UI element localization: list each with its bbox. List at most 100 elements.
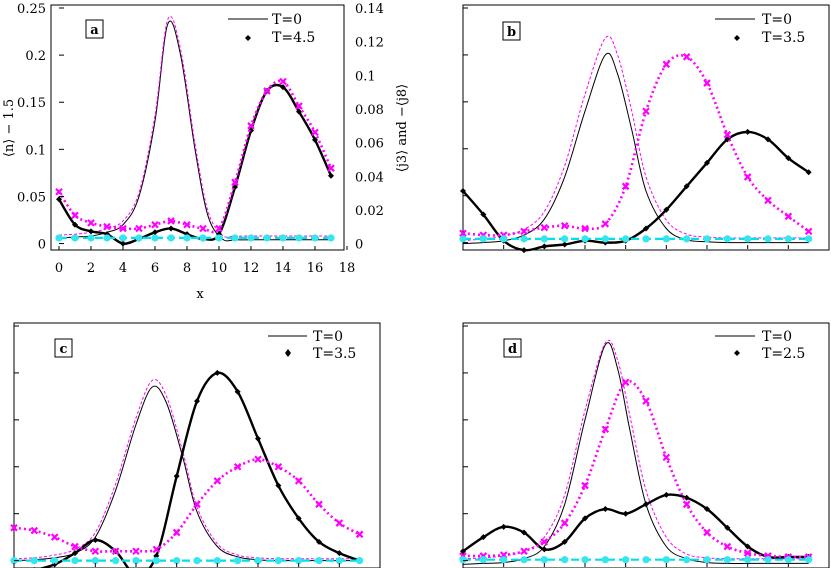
panel-b-series-4-point-15 xyxy=(764,235,772,243)
panel-b-series-3-point-13 xyxy=(723,130,732,139)
panel-c-series-4-point-1 xyxy=(30,557,38,565)
panel-c-series-4-point-3 xyxy=(71,557,79,565)
panel-c-series-3-point-10 xyxy=(213,477,222,485)
panel-b-series-3 xyxy=(462,54,810,237)
y-tick-label-right: 0.14 xyxy=(355,2,384,17)
panel-d-series-3-point-13 xyxy=(723,542,732,551)
panel-c: c T=0 T=3.5 xyxy=(10,322,381,568)
panel-b-series-4-point-5 xyxy=(561,235,569,243)
panel-a-series-4-point-16 xyxy=(311,234,319,242)
panel-c-label-box xyxy=(54,338,73,358)
panel-c-series-4-point-0 xyxy=(10,557,18,565)
panel-c-series-4-point-12 xyxy=(254,557,262,565)
panel-d-series-4-point-15 xyxy=(764,556,772,564)
panel-a-series-3-point-0 xyxy=(55,187,63,196)
panel-d-series-3-point-6 xyxy=(581,481,589,490)
panel-b-series-4-point-9 xyxy=(642,235,650,243)
y-axis-label-right: ⟨j3⟩ and −⟨j8⟩ xyxy=(395,84,410,173)
legend-b-t: T=3.5 xyxy=(762,30,805,46)
panel-c-series-3-point-4 xyxy=(91,547,100,556)
panel-d-series-4-point-3 xyxy=(520,556,528,564)
panel-a-series-4-point-15 xyxy=(295,234,303,242)
panel-d-frame xyxy=(462,322,830,568)
panel-a-label: a xyxy=(90,23,99,38)
panel-c-series-2-point-14 xyxy=(295,515,302,522)
panel-d-series-3-point-8 xyxy=(621,378,630,387)
panel-c-series-4-point-14 xyxy=(295,557,303,565)
panel-a-series-4-point-5 xyxy=(135,234,143,242)
y-tick-label-right: 0.04 xyxy=(355,170,384,185)
panel-a-series-2-point-14 xyxy=(280,84,286,91)
legend-a-t: T=4.5 xyxy=(272,30,315,46)
panel-b-frame xyxy=(462,4,830,251)
y-tick-label-left: 0.25 xyxy=(17,2,46,17)
panel-b-label: b xyxy=(507,25,516,40)
panel-d-series-2-point-4 xyxy=(541,546,548,553)
panel-b-series-3-point-10 xyxy=(662,60,671,69)
panel-b-series-4-point-6 xyxy=(581,235,589,243)
panel-b-series-4-point-2 xyxy=(500,235,508,243)
panel-c-series-3-point-12 xyxy=(254,455,262,464)
panel-b-series-4-point-13 xyxy=(723,235,731,243)
panel-d-series-2-point-1 xyxy=(480,534,487,541)
panel-c-series-4-point-8 xyxy=(173,557,181,565)
panel-d-series-4-point-2 xyxy=(500,556,508,564)
panel-d-series-0 xyxy=(462,342,809,565)
y-tick-label-right: 0.02 xyxy=(355,204,384,219)
panel-b-series-2-point-9 xyxy=(643,225,649,232)
panel-b-series-2-point-11 xyxy=(683,183,690,190)
y-tick-label-right: 0.08 xyxy=(355,103,384,118)
panel-c-series-3-point-3 xyxy=(71,542,79,551)
panel-b-series-3-point-17 xyxy=(804,227,813,236)
panel-c-series-4-point-16 xyxy=(335,557,343,565)
panel-b-series-3-point-15 xyxy=(764,196,772,205)
panel-a-series-3-point-16 xyxy=(311,128,319,137)
panel-d-series-4-point-5 xyxy=(561,556,569,564)
panel-a-label-box xyxy=(85,19,104,39)
panel-c-series-4-point-13 xyxy=(274,557,282,565)
panel-a-series-4-point-13 xyxy=(263,234,271,242)
panel-c-plot xyxy=(10,325,381,568)
y-tick-label-left: 0.05 xyxy=(17,190,46,205)
panel-b-series-3-point-0 xyxy=(459,229,467,238)
panel-c-series-3-point-1 xyxy=(30,526,39,535)
panel-b-series-4-point-16 xyxy=(784,235,792,243)
panel-a-series-2-point-4 xyxy=(120,240,126,247)
panel-d-series-4-point-6 xyxy=(581,556,589,564)
x-tick-label: 16 xyxy=(307,261,324,276)
panel-b-series-3-point-4 xyxy=(540,223,549,232)
panel-d-series-4-point-17 xyxy=(805,556,813,564)
panel-c-series-2-point-3 xyxy=(72,550,78,557)
panel-b-series-3-point-14 xyxy=(743,173,752,181)
y-tick-label-left: 0.15 xyxy=(17,96,46,111)
panel-d-series-3-point-12 xyxy=(703,528,711,537)
panel-a-series-1 xyxy=(58,15,331,238)
panel-b-series-3-point-5 xyxy=(560,221,569,230)
panel-a-series-2 xyxy=(57,83,333,245)
panel-b-series-3-point-7 xyxy=(601,220,610,228)
panel-b-series-4-point-0 xyxy=(459,235,467,243)
panel-d-series-2-point-3 xyxy=(521,529,527,536)
panel-b: b T=0 T=3.5 xyxy=(459,4,830,254)
panel-a-series-4-point-7 xyxy=(167,234,175,242)
panel-a-series-3-point-4 xyxy=(119,224,127,233)
panel-c-series-4-point-9 xyxy=(193,557,201,565)
panel-b-series-2-point-12 xyxy=(704,159,710,166)
legend-c-t: T=3.5 xyxy=(313,346,356,362)
panel-b-series-2-point-16 xyxy=(785,155,792,162)
panel-b-series-4-point-17 xyxy=(805,235,813,243)
panel-b-label-box xyxy=(502,21,521,41)
panel-d-series-4-point-14 xyxy=(744,556,752,564)
panel-a-frame xyxy=(50,4,345,251)
legend-d-marker xyxy=(734,350,740,356)
panel-a-series-4-point-2 xyxy=(87,234,95,242)
legend-c-t0: T=0 xyxy=(313,329,343,345)
panel-b-series-0 xyxy=(462,52,809,245)
panel-c-series-4-point-2 xyxy=(51,557,59,565)
panel-d-series-2-point-2 xyxy=(500,523,507,530)
panel-d-series-3-point-10 xyxy=(662,453,671,462)
legend-b-t0: T=0 xyxy=(762,12,792,28)
panel-c-series-2-point-11 xyxy=(234,388,241,395)
panel-a-series-2-point-17 xyxy=(328,172,334,179)
panel-a-series-2-point-7 xyxy=(168,225,174,232)
